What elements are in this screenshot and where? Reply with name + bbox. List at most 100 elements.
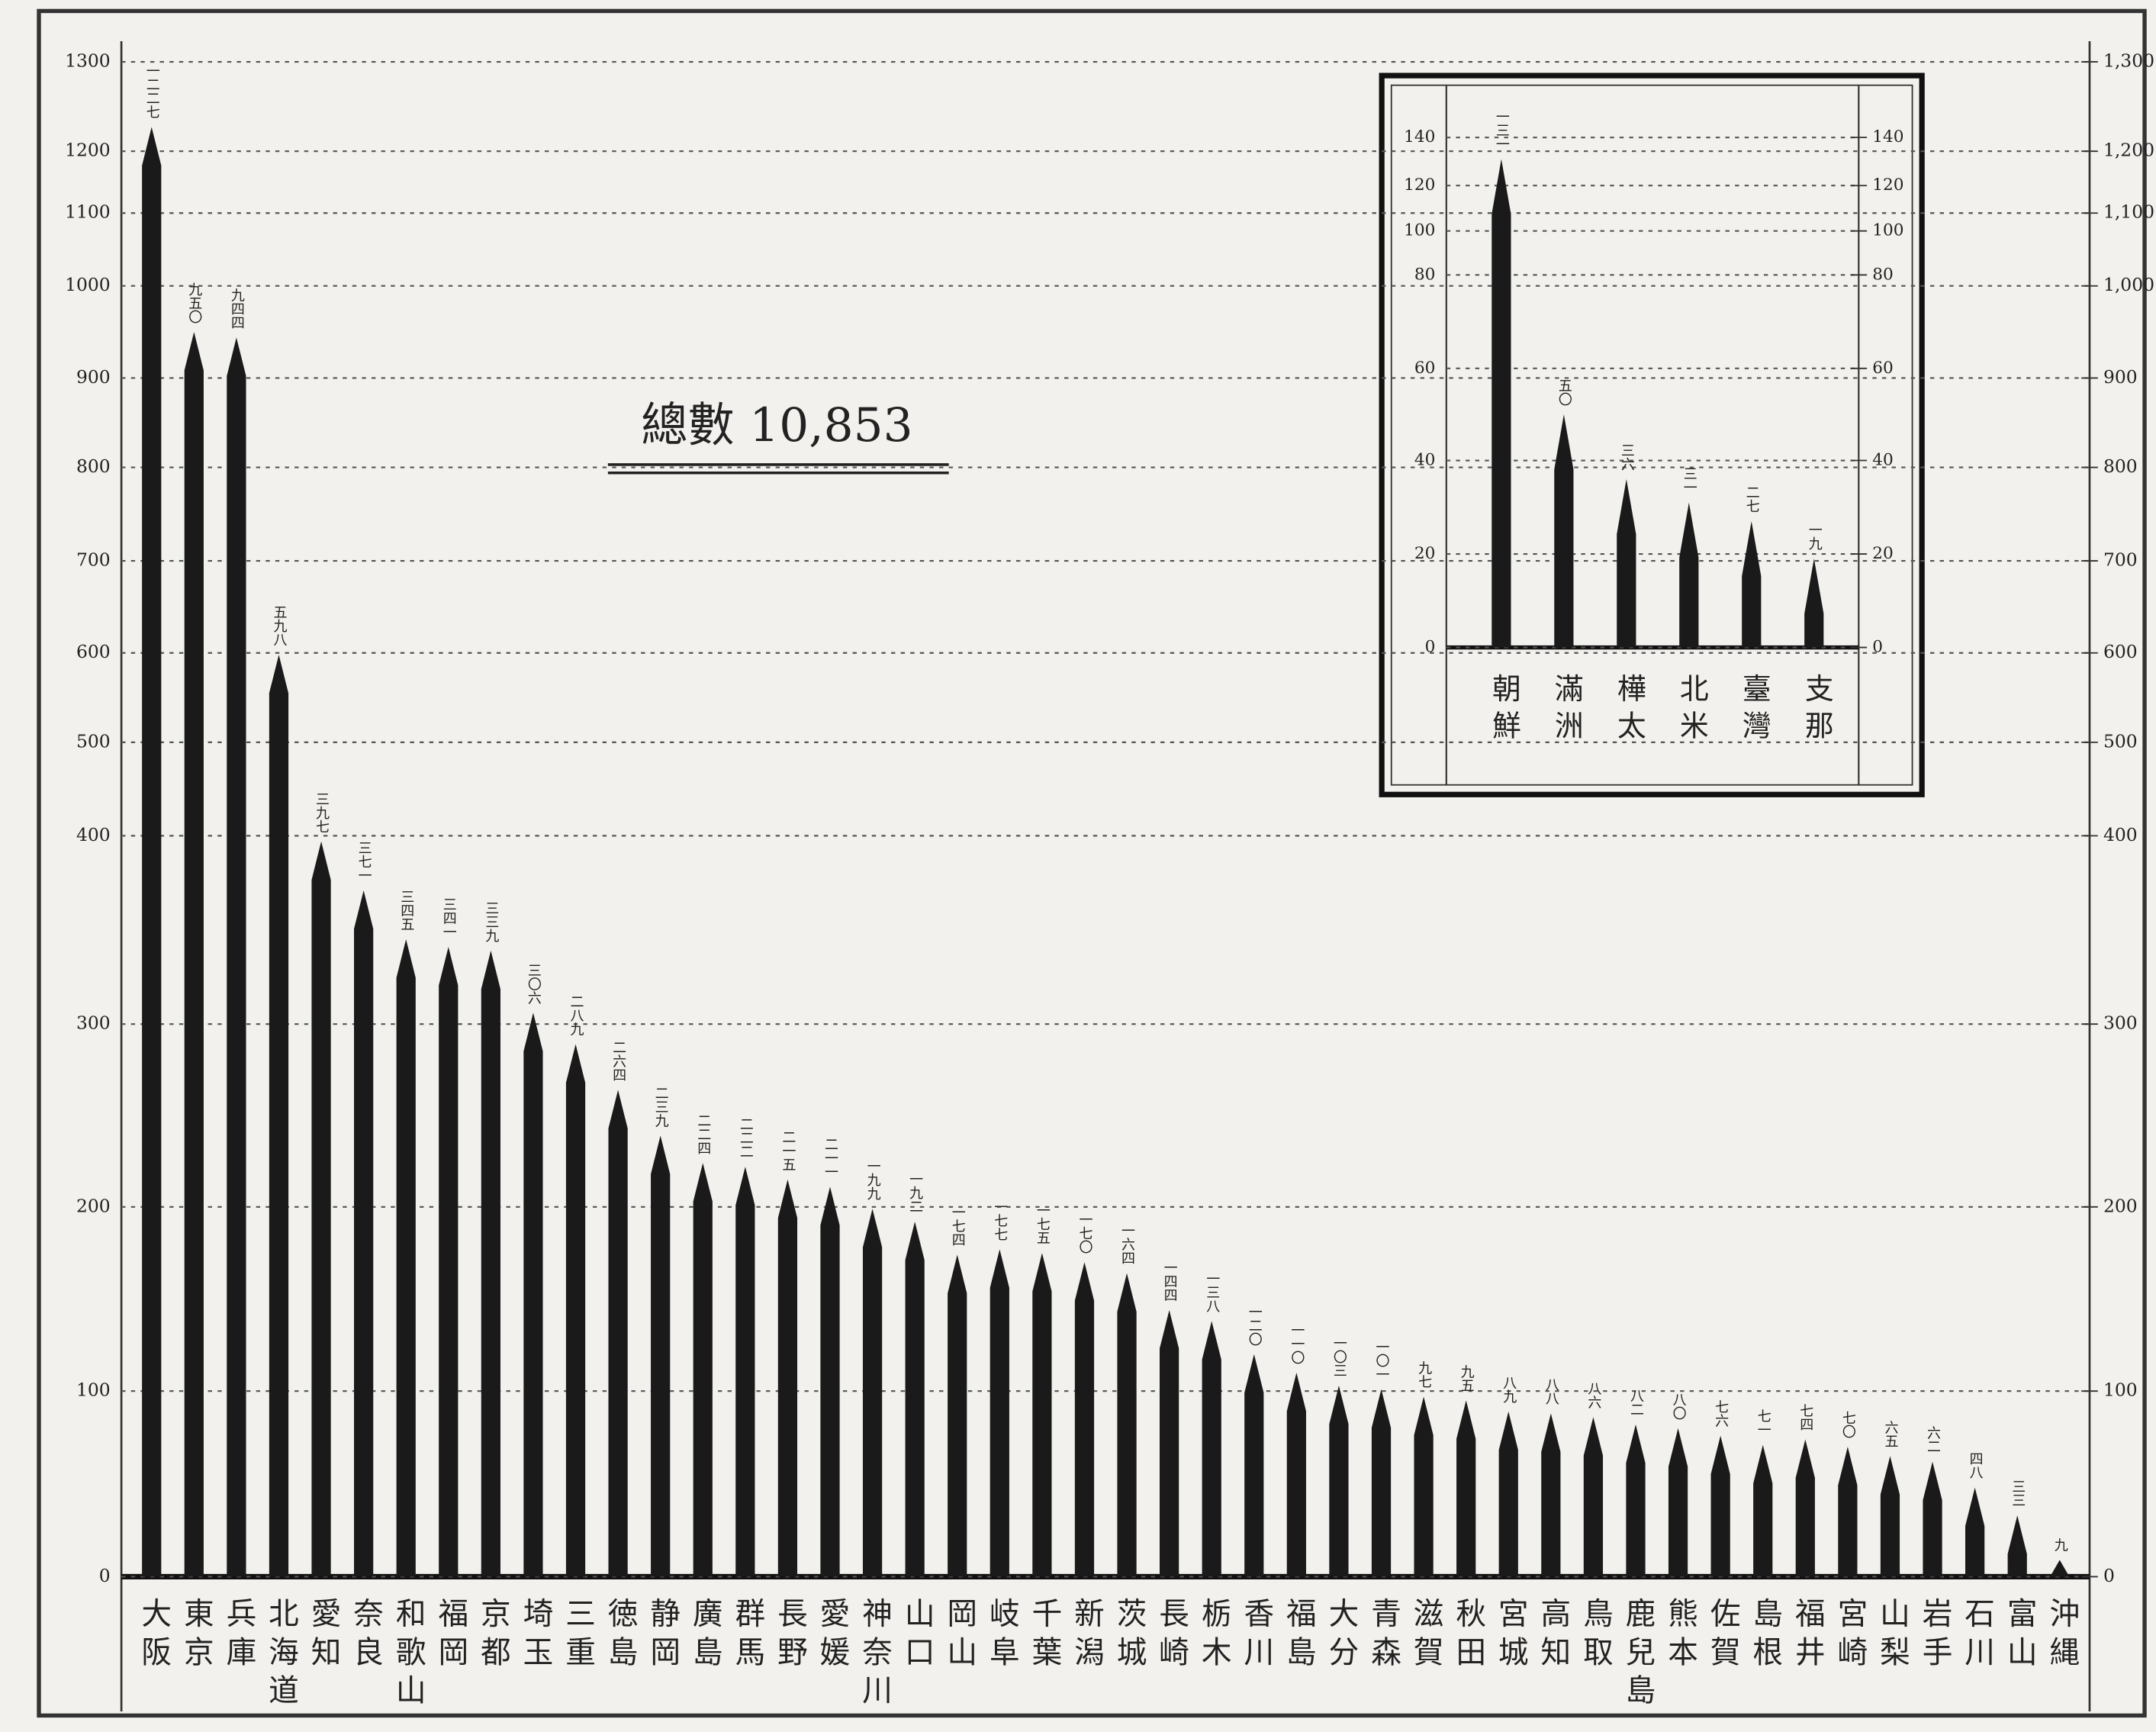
y2-tick-label: 0	[1872, 638, 1883, 657]
bar	[1965, 1487, 1985, 1577]
value-label: 三三九	[483, 901, 499, 942]
bar	[1710, 1435, 1730, 1577]
bar	[1329, 1385, 1349, 1577]
x-tick-label: 徳島	[603, 1597, 638, 1674]
value-label: 一六四	[1119, 1224, 1135, 1265]
x-tick-label: 栃木	[1196, 1597, 1231, 1674]
value-label: 七六	[1713, 1400, 1729, 1428]
bar	[1286, 1373, 1306, 1577]
x-tick-label: 秋田	[1451, 1597, 1486, 1674]
value-label: 一一〇	[1289, 1323, 1305, 1364]
value-label: 八〇	[1671, 1392, 1687, 1420]
value-label: 三九七	[314, 792, 330, 833]
x-tick-label: 滿洲	[1549, 674, 1583, 748]
y2-tick-label: 80	[1872, 265, 1894, 284]
value-label: 二一一	[822, 1138, 838, 1179]
value-label: 三一	[1681, 467, 1697, 494]
x-tick-label: 新潟	[1069, 1597, 1104, 1674]
y2-tick-label: 1,100	[2103, 201, 2154, 223]
y2-tick-label: 700	[2103, 549, 2138, 571]
value-label: 二八九	[568, 995, 584, 1036]
bar	[1202, 1321, 1221, 1577]
bar	[311, 841, 331, 1577]
x-tick-label: 福井	[1790, 1597, 1825, 1674]
x-tick-label: 沖縄	[2045, 1597, 2080, 1674]
bar	[1804, 559, 1824, 648]
y-tick-label: 20	[1414, 544, 1435, 563]
x-tick-label: 石川	[1960, 1597, 1995, 1674]
x-tick-label: 群馬	[730, 1597, 765, 1674]
y2-tick-label: 140	[1872, 127, 1903, 146]
x-tick-label: 埼玉	[518, 1597, 553, 1674]
y-tick-label: 40	[1414, 451, 1435, 470]
bar	[1117, 1273, 1137, 1577]
x-tick-label: 岩手	[1917, 1597, 1952, 1674]
bar	[905, 1222, 925, 1577]
y2-tick-label: 400	[2103, 824, 2138, 845]
y-tick-label: 0	[99, 1565, 111, 1586]
bar	[1923, 1461, 1942, 1577]
y-tick-label: 60	[1414, 359, 1435, 378]
value-label: 一二〇	[1247, 1305, 1263, 1346]
value-label: 七四	[1797, 1403, 1813, 1431]
bar	[1456, 1400, 1476, 1577]
bar	[820, 1186, 840, 1577]
x-tick-label: 愛知	[306, 1597, 341, 1674]
y-tick-label: 500	[76, 730, 111, 752]
bar	[1668, 1428, 1688, 1577]
x-tick-label: 和歌山	[391, 1597, 426, 1712]
chart-title: 總數 10,853	[641, 398, 912, 452]
value-label: 一九二	[907, 1172, 923, 1213]
bar	[1583, 1417, 1604, 1577]
inset-inner-frame	[1390, 84, 1913, 786]
bar	[1032, 1253, 1052, 1577]
x-tick-label: 奈良	[349, 1597, 384, 1674]
bar	[693, 1163, 713, 1577]
value-label: 九四四	[229, 288, 245, 329]
x-tick-label: 樺太	[1612, 674, 1646, 748]
bar	[2050, 1560, 2070, 1577]
x-tick-label: 北米	[1675, 674, 1708, 748]
bar	[1244, 1354, 1264, 1577]
bar	[142, 127, 162, 1577]
x-tick-label: 山口	[899, 1597, 935, 1674]
x-tick-label: 廣島	[687, 1597, 722, 1674]
x-tick-label: 富山	[2002, 1597, 2037, 1674]
bar	[1795, 1439, 1815, 1577]
value-label: 三三	[2010, 1479, 2026, 1507]
y2-tick-label: 800	[2103, 456, 2138, 477]
bar	[1880, 1456, 1900, 1577]
y2-tick-label: 1,300	[2103, 50, 2154, 72]
x-tick-label: 長崎	[1154, 1597, 1189, 1674]
value-label: 九五	[1459, 1364, 1475, 1392]
bar	[2007, 1515, 2027, 1577]
y2-tick-label: 600	[2103, 641, 2138, 662]
x-tick-label: 京都	[475, 1597, 510, 1674]
value-label: 一三一	[1494, 110, 1510, 151]
value-label: 一三八	[1204, 1272, 1220, 1313]
value-label: 七一	[1755, 1409, 1771, 1437]
y2-tick-label: 20	[1872, 544, 1894, 563]
bar	[1679, 502, 1699, 648]
x-tick-label: 東京	[179, 1597, 214, 1674]
y2-tick-label: 0	[2103, 1565, 2115, 1586]
y2-tick-label: 1,200	[2103, 140, 2154, 161]
x-tick-label: 熊本	[1663, 1597, 1698, 1674]
value-label: 八八	[1543, 1378, 1559, 1405]
x-tick-label: 朝鮮	[1487, 674, 1520, 748]
value-label: 一七七	[992, 1199, 1008, 1241]
value-label: 九五〇	[186, 282, 202, 324]
x-tick-label: 鳥取	[1578, 1597, 1613, 1674]
y-tick-label: 100	[76, 1379, 111, 1401]
value-label: 二七	[1744, 485, 1760, 513]
bar	[184, 332, 204, 1577]
y2-tick-label: 200	[2103, 1195, 2138, 1216]
x-tick-label: 滋賀	[1408, 1597, 1443, 1674]
x-tick-label: 高知	[1536, 1597, 1571, 1674]
value-label: 一九	[1807, 523, 1823, 550]
y-tick-label: 700	[76, 549, 111, 571]
x-tick-label: 大阪	[137, 1597, 172, 1674]
y-tick-label: 1000	[65, 274, 111, 295]
bar	[1541, 1413, 1561, 1577]
y2-tick-label: 100	[1872, 221, 1903, 240]
